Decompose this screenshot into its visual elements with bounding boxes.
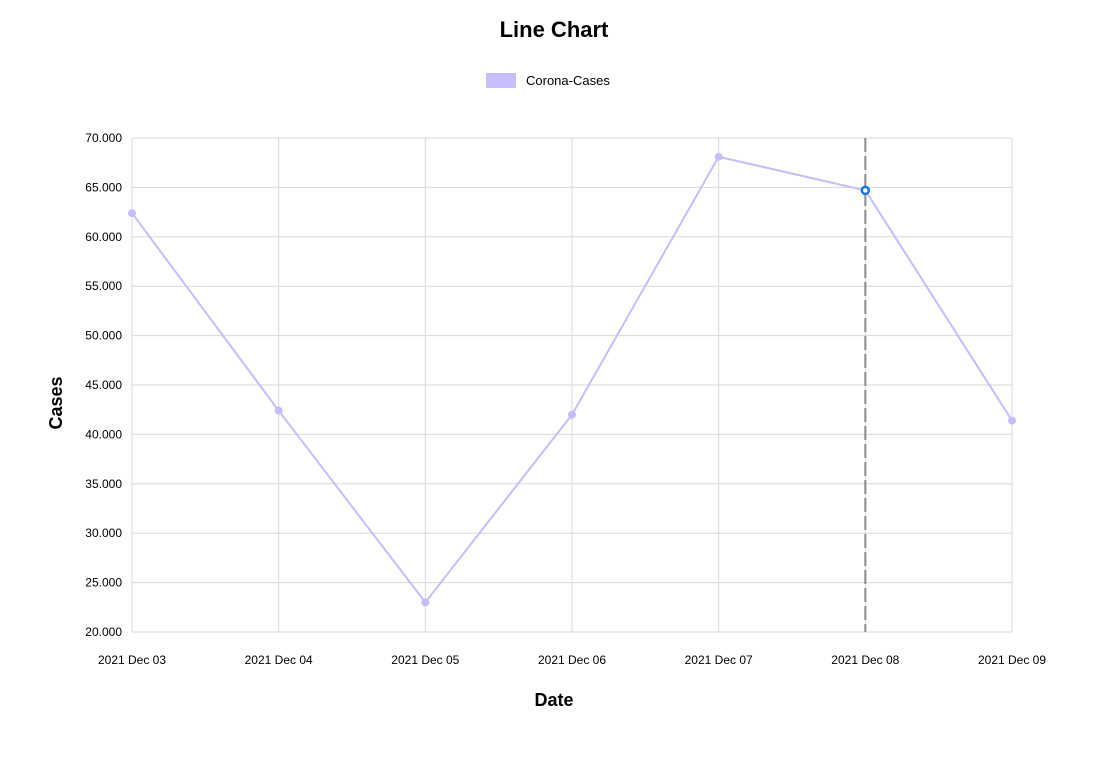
y-tick-label: 45.000 (85, 378, 122, 392)
y-tick-label: 55.000 (85, 279, 122, 293)
x-tick-label: 2021 Dec 06 (538, 653, 606, 667)
x-tick-label: 2021 Dec 03 (98, 653, 166, 667)
grid (131, 137, 1013, 633)
x-axis-ticks: 2021 Dec 03 2021 Dec 04 2021 Dec 05 2021 De… (98, 653, 1046, 667)
data-point-highlighted[interactable] (860, 185, 871, 196)
x-tick-label: 2021 Dec 04 (245, 653, 313, 667)
y-tick-label: 20.000 (85, 625, 122, 639)
y-tick-label: 25.000 (85, 576, 122, 590)
data-point[interactable] (421, 598, 430, 607)
legend-swatch (486, 73, 516, 88)
y-tick-label: 70.000 (85, 131, 122, 145)
y-tick-label: 65.000 (85, 180, 122, 194)
y-axis-title: Cases (46, 376, 66, 429)
y-tick-label: 50.000 (85, 329, 122, 343)
x-tick-label: 2021 Dec 07 (685, 653, 753, 667)
data-point[interactable] (568, 410, 576, 419)
x-axis-title: Date (534, 690, 573, 710)
y-tick-label: 40.000 (85, 427, 122, 441)
legend[interactable]: Corona-Cases (486, 73, 610, 88)
data-point[interactable] (714, 152, 723, 161)
series-corona-cases[interactable] (128, 152, 1016, 607)
y-tick-label: 60.000 (85, 230, 122, 244)
x-tick-label: 2021 Dec 09 (978, 653, 1046, 667)
x-tick-label: 2021 Dec 05 (391, 653, 459, 667)
data-point[interactable] (274, 406, 283, 415)
legend-label: Corona-Cases (526, 73, 610, 88)
y-tick-label: 35.000 (85, 477, 122, 491)
y-axis-ticks: 20.000 25.000 30.000 35.000 40.000 45.000 50.0… (85, 131, 122, 639)
y-tick-label: 30.000 (85, 526, 122, 540)
data-point[interactable] (128, 209, 136, 218)
data-point[interactable] (1008, 416, 1016, 425)
x-tick-label: 2021 Dec 08 (831, 653, 899, 667)
chart-title: Line Chart (500, 17, 609, 42)
